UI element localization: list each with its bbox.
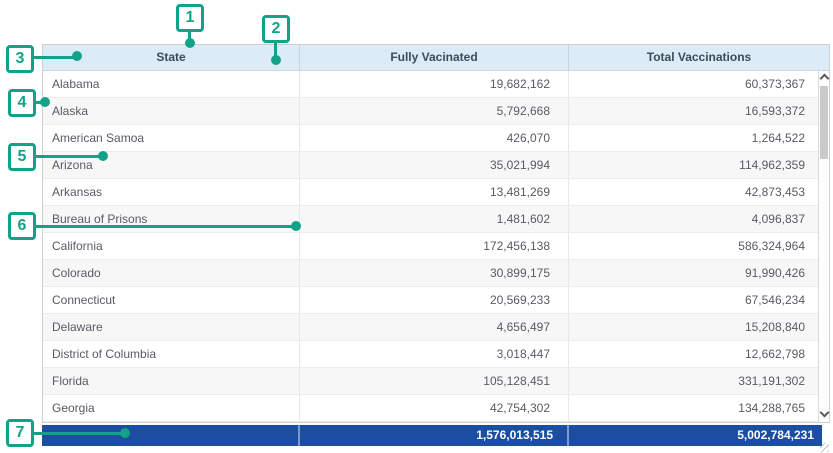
cell-state: American Samoa [43, 125, 299, 151]
chevron-up-icon[interactable] [820, 74, 830, 84]
callout-6-connector [35, 225, 295, 228]
callout-5: 5 [8, 143, 36, 171]
callout-6: 6 [8, 212, 36, 240]
callout-1: 1 [176, 4, 204, 32]
cell-total-vaccinations: 331,191,302 [568, 368, 818, 394]
table-row[interactable]: Connecticut20,569,23367,546,234 [43, 287, 818, 314]
callout-2-dot [271, 55, 281, 65]
table-row[interactable]: Florida105,128,451331,191,302 [43, 368, 818, 395]
cell-fully-vaccinated: 35,021,994 [299, 152, 568, 178]
table-row[interactable]: Alaska5,792,66816,593,372 [43, 98, 818, 125]
callout-5-connector [35, 155, 102, 158]
callout-3-dot [72, 51, 82, 61]
callout-3-connector [33, 56, 77, 59]
cell-fully-vaccinated: 19,682,162 [299, 71, 568, 97]
column-header-fully-vaccinated[interactable]: Fully Vacinated [299, 45, 568, 70]
cell-total-vaccinations: 42,873,453 [568, 179, 818, 205]
cell-total-vaccinations: 60,373,367 [568, 71, 818, 97]
data-table: State Fully Vacinated Total Vaccinations… [42, 44, 830, 423]
callout-1-dot [185, 38, 195, 48]
callout-7: 7 [6, 419, 34, 447]
total-cell-state [42, 425, 298, 446]
column-header-total-vaccinations[interactable]: Total Vaccinations [568, 45, 829, 70]
table-row[interactable]: District of Columbia3,018,44712,662,798 [43, 341, 818, 368]
cell-state: Arkansas [43, 179, 299, 205]
cell-total-vaccinations: 586,324,964 [568, 233, 818, 259]
cell-fully-vaccinated: 172,456,138 [299, 233, 568, 259]
callout-2: 2 [262, 15, 290, 43]
cell-state: Alaska [43, 98, 299, 124]
cell-total-vaccinations: 114,962,359 [568, 152, 818, 178]
total-cell-total-vaccinations: 5,002,784,231 [567, 425, 822, 446]
cell-fully-vaccinated: 426,070 [299, 125, 568, 151]
cell-total-vaccinations: 15,208,840 [568, 314, 818, 340]
cell-state: Bureau of Prisons [43, 206, 299, 232]
cell-state: Alabama [43, 71, 299, 97]
cell-fully-vaccinated: 4,656,497 [299, 314, 568, 340]
chevron-down-icon[interactable] [820, 408, 830, 418]
cell-state: Georgia [43, 395, 299, 421]
table-row[interactable]: Colorado30,899,17591,990,426 [43, 260, 818, 287]
cell-state: Florida [43, 368, 299, 394]
cell-state: California [43, 233, 299, 259]
table-row[interactable]: Bureau of Prisons1,481,6024,096,837 [43, 206, 818, 233]
table-row[interactable]: Delaware4,656,49715,208,840 [43, 314, 818, 341]
cell-fully-vaccinated: 13,481,269 [299, 179, 568, 205]
cell-fully-vaccinated: 20,569,233 [299, 287, 568, 313]
callout-7-dot [120, 428, 130, 438]
cell-state: District of Columbia [43, 341, 299, 367]
cell-fully-vaccinated: 1,481,602 [299, 206, 568, 232]
callout-4: 4 [8, 89, 36, 117]
cell-total-vaccinations: 134,288,765 [568, 395, 818, 421]
resize-grip-icon [820, 443, 829, 452]
table-row[interactable]: American Samoa426,0701,264,522 [43, 125, 818, 152]
table-row[interactable]: Alabama19,682,16260,373,367 [43, 71, 818, 98]
callout-7-connector [33, 432, 124, 435]
cell-total-vaccinations: 16,593,372 [568, 98, 818, 124]
cell-fully-vaccinated: 3,018,447 [299, 341, 568, 367]
scrollbar-thumb[interactable] [820, 86, 828, 159]
cell-state: Delaware [43, 314, 299, 340]
table-body-rows: Alabama19,682,16260,373,367Alaska5,792,6… [43, 71, 818, 422]
cell-total-vaccinations: 67,546,234 [568, 287, 818, 313]
vertical-scrollbar[interactable] [818, 71, 829, 422]
table-row[interactable]: Arkansas13,481,26942,873,453 [43, 179, 818, 206]
callout-6-dot [291, 221, 301, 231]
callout-5-dot [98, 151, 108, 161]
cell-fully-vaccinated: 105,128,451 [299, 368, 568, 394]
table-row[interactable]: California172,456,138586,324,964 [43, 233, 818, 260]
cell-total-vaccinations: 12,662,798 [568, 341, 818, 367]
cell-fully-vaccinated: 5,792,668 [299, 98, 568, 124]
callout-4-dot [40, 97, 50, 107]
table-body: Alabama19,682,16260,373,367Alaska5,792,6… [43, 71, 829, 422]
screenshot-root: State Fully Vacinated Total Vaccinations… [0, 0, 833, 453]
cell-total-vaccinations: 1,264,522 [568, 125, 818, 151]
cell-fully-vaccinated: 30,899,175 [299, 260, 568, 286]
cell-fully-vaccinated: 42,754,302 [299, 395, 568, 421]
cell-state: Connecticut [43, 287, 299, 313]
table-row[interactable]: Georgia42,754,302134,288,765 [43, 395, 818, 422]
callout-3: 3 [6, 45, 34, 73]
table-header-row: State Fully Vacinated Total Vaccinations [43, 45, 829, 71]
table-row[interactable]: Arizona35,021,994114,962,359 [43, 152, 818, 179]
cell-total-vaccinations: 4,096,837 [568, 206, 818, 232]
cell-state: Colorado [43, 260, 299, 286]
table-total-row: 1,576,013,515 5,002,784,231 [42, 425, 822, 446]
cell-total-vaccinations: 91,990,426 [568, 260, 818, 286]
total-cell-fully-vaccinated: 1,576,013,515 [298, 425, 567, 446]
